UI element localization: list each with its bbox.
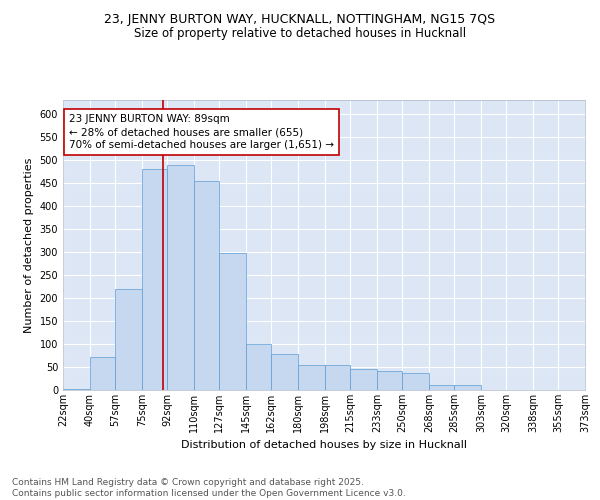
X-axis label: Distribution of detached houses by size in Hucknall: Distribution of detached houses by size …: [181, 440, 467, 450]
Text: 23 JENNY BURTON WAY: 89sqm
← 28% of detached houses are smaller (655)
70% of sem: 23 JENNY BURTON WAY: 89sqm ← 28% of deta…: [69, 114, 334, 150]
Text: Size of property relative to detached houses in Hucknall: Size of property relative to detached ho…: [134, 28, 466, 40]
Bar: [454, 385, 481, 390]
Bar: [90, 357, 115, 390]
Bar: [377, 370, 402, 390]
Bar: [219, 254, 246, 390]
Bar: [63, 388, 90, 390]
Bar: [194, 180, 219, 390]
Bar: [429, 385, 454, 390]
Bar: [325, 364, 350, 390]
Text: Contains HM Land Registry data © Crown copyright and database right 2025.
Contai: Contains HM Land Registry data © Crown c…: [12, 478, 406, 498]
Text: 23, JENNY BURTON WAY, HUCKNALL, NOTTINGHAM, NG15 7QS: 23, JENNY BURTON WAY, HUCKNALL, NOTTINGH…: [104, 12, 496, 26]
Bar: [167, 166, 194, 390]
Bar: [350, 370, 377, 390]
Bar: [298, 364, 325, 390]
Bar: [142, 169, 167, 390]
Bar: [271, 354, 298, 390]
Bar: [115, 288, 142, 390]
Bar: [246, 344, 271, 390]
Y-axis label: Number of detached properties: Number of detached properties: [24, 158, 34, 332]
Bar: [402, 372, 429, 390]
